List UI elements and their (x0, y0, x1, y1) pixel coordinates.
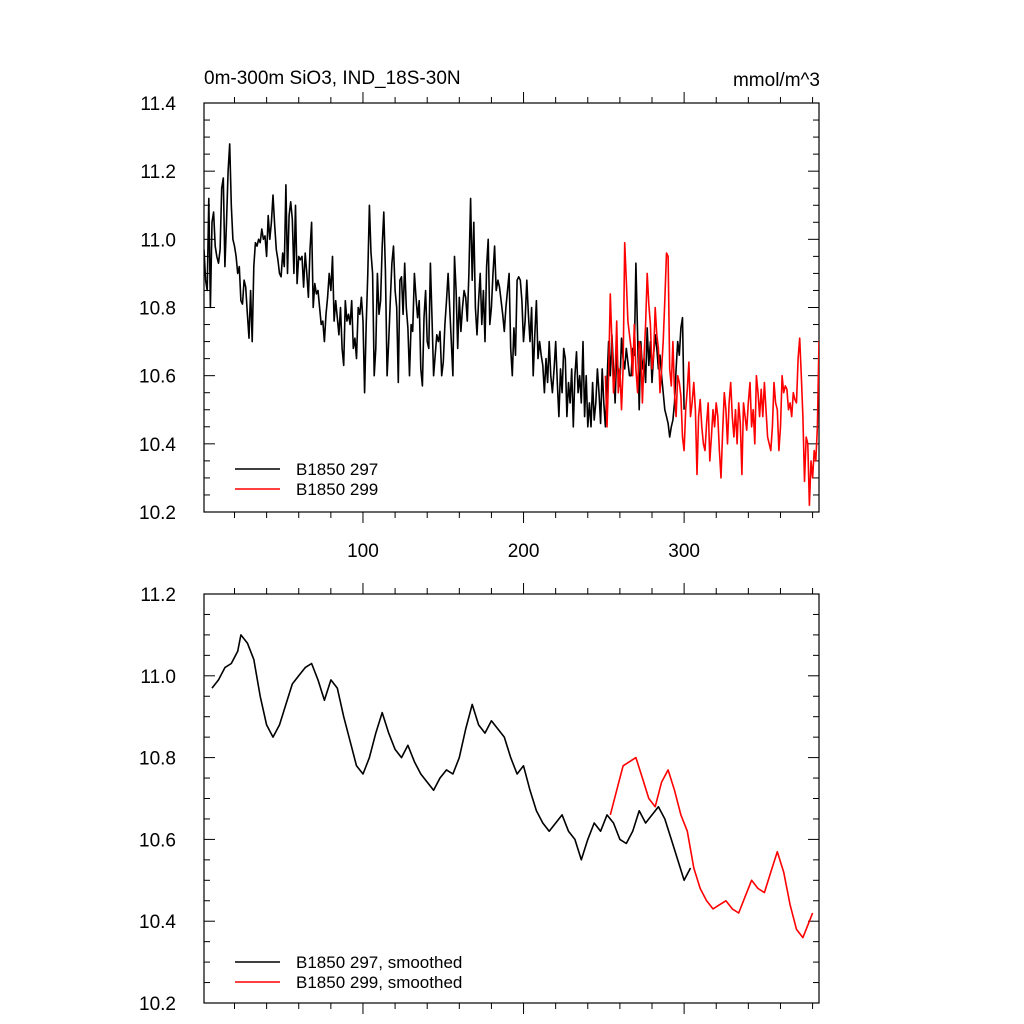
y-tick-label: 10.2 (139, 503, 176, 524)
top-panel: 10.2 10.4 10.6 10.8 11.0 11.2 11.4 100 200 300 B18… (139, 92, 820, 562)
bottom-panel: 10.2 10.4 10.6 10.8 11.0 11.2 B1850 297, smoot… (139, 583, 820, 1015)
y-tick-label: 10.6 (139, 367, 176, 388)
series-line-red (604, 241, 819, 507)
units-label: mmol/m^3 (733, 70, 820, 91)
series-line-red (609, 756, 814, 939)
y-tick-label: 10.8 (139, 299, 176, 320)
legend-label: B1850 299, smoothed (296, 973, 462, 992)
x-tick-label: 300 (668, 541, 700, 562)
y-tick-label: 11.0 (140, 230, 176, 251)
plot-frame (203, 593, 820, 1004)
y-tick-label: 11.2 (140, 585, 176, 606)
legend-label: B1850 299 (296, 480, 378, 499)
x-tick-label: 200 (508, 541, 540, 562)
y-tick-label: 10.6 (139, 830, 176, 851)
y-tick-label: 10.8 (139, 749, 176, 770)
y-tick-label: 11.0 (140, 667, 176, 688)
y-tick-label: 10.4 (139, 912, 176, 933)
series-line-black (204, 143, 685, 438)
series-line-black (211, 634, 692, 882)
chart-title: 0m-300m SiO3, IND_18S-30N (204, 68, 461, 89)
plot-frame (203, 102, 820, 513)
legend-label: B1850 297 (296, 460, 378, 479)
y-tick-label: 10.4 (139, 435, 176, 456)
legend-label: B1850 297, smoothed (296, 953, 462, 972)
y-tick-label: 11.2 (140, 162, 176, 183)
x-tick-label: 100 (347, 541, 379, 562)
y-tick-label: 10.2 (139, 994, 176, 1015)
y-tick-label: 11.4 (140, 94, 176, 115)
